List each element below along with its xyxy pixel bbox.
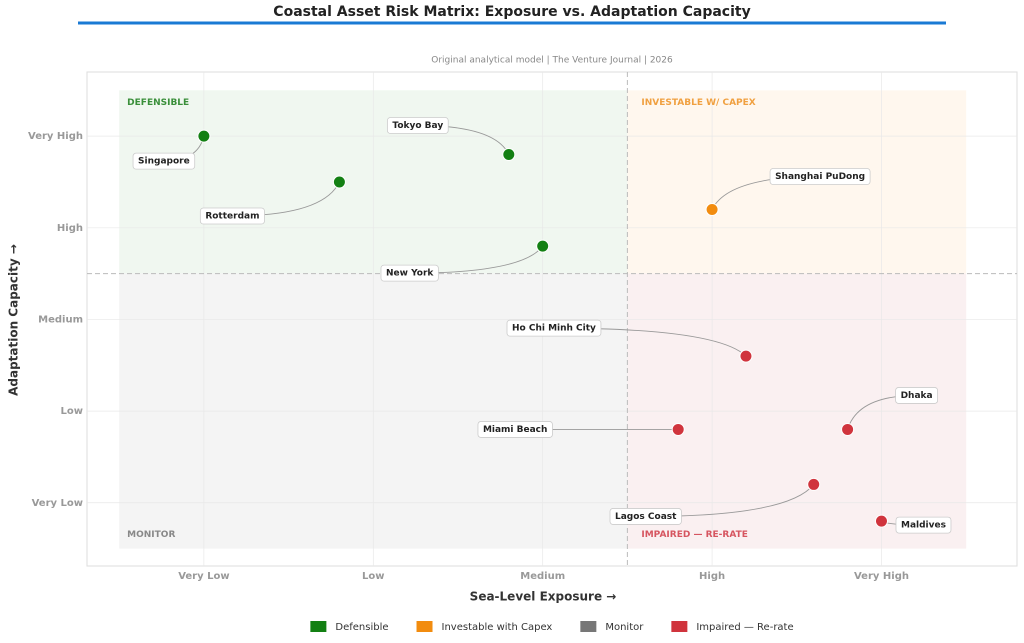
point	[807, 477, 821, 491]
label-box	[386, 117, 449, 134]
y-tick-label: Medium	[38, 314, 83, 325]
point	[502, 147, 516, 161]
point-label: Dhaka	[895, 387, 939, 404]
y-tick-label: Very High	[28, 131, 83, 142]
legend-label: Monitor	[605, 622, 644, 633]
point	[197, 129, 211, 143]
legend-swatch	[671, 621, 688, 632]
label-box	[769, 168, 871, 185]
point-label: Lagos Coast	[609, 508, 682, 525]
x-axis-label: Sea-Level Exposure →	[470, 590, 617, 604]
legend-label: Defensible	[335, 622, 388, 633]
point-label-text: Shanghai PuDong	[775, 172, 865, 182]
point	[841, 422, 855, 436]
point-label: Rotterdam	[199, 207, 265, 225]
point	[671, 422, 685, 436]
x-tick-label: Low	[362, 571, 384, 582]
point	[332, 175, 346, 189]
point-label: Singapore	[132, 152, 196, 170]
legend-label: Impaired — Re-rate	[696, 622, 793, 633]
label-box	[609, 508, 682, 525]
legend-swatch	[416, 621, 433, 632]
plot-frame	[86, 71, 1018, 567]
label-box	[506, 319, 602, 337]
quadrant-label: MONITOR	[127, 530, 175, 540]
chart-title: Coastal Asset Risk Matrix: Exposure vs. …	[273, 4, 750, 20]
point-label-text: Dhaka	[901, 391, 933, 401]
point-label-text: Lagos Coast	[615, 512, 677, 522]
point-label: Miami Beach	[477, 421, 553, 438]
label-box	[199, 207, 265, 225]
legend-item: Investable with Capex	[416, 621, 553, 633]
point-label: Maldives	[895, 516, 952, 534]
point-label: Tokyo Bay	[386, 117, 449, 134]
point-label: New York	[380, 264, 439, 282]
point-label-text: Rotterdam	[205, 211, 259, 221]
point	[705, 202, 719, 216]
point	[536, 239, 550, 253]
x-tick-label: Very High	[854, 571, 909, 582]
point-label: Ho Chi Minh City	[506, 319, 602, 337]
label-box	[132, 152, 196, 170]
label-box	[380, 264, 439, 282]
y-tick-label: Very Low	[32, 498, 83, 509]
legend-item: Monitor	[580, 621, 644, 633]
legend-swatch	[310, 621, 327, 632]
point-label-text: Miami Beach	[483, 425, 548, 435]
point-label-text: Maldives	[901, 521, 946, 531]
y-tick-label: Low	[61, 406, 83, 417]
quadrant-label: DEFENSIBLE	[127, 98, 189, 108]
legend-item: Defensible	[310, 621, 389, 633]
legend-item: Impaired — Re-rate	[671, 621, 794, 633]
point-label: Shanghai PuDong	[769, 168, 871, 185]
x-tick-label: High	[699, 571, 725, 582]
quadrant-label: INVESTABLE W/ CAPEX	[641, 98, 755, 108]
y-axis-label: Adaptation Capacity →	[7, 244, 21, 396]
point-label-text: Singapore	[138, 157, 190, 167]
x-tick-label: Very Low	[178, 571, 229, 582]
point-label-text: Tokyo Bay	[392, 121, 443, 131]
point	[739, 349, 753, 363]
point-label-text: Ho Chi Minh City	[512, 324, 596, 334]
subtitle: Original analytical model | The Venture …	[431, 56, 673, 66]
x-tick-label: Medium	[520, 571, 565, 582]
quadrant-label: IMPAIRED — RE-RATE	[641, 530, 748, 540]
label-box	[895, 387, 939, 404]
point	[874, 514, 888, 528]
label-box	[477, 421, 553, 438]
point-label-text: New York	[386, 269, 434, 279]
y-tick-label: High	[57, 223, 83, 234]
legend-label: Investable with Capex	[442, 622, 553, 633]
label-box	[895, 516, 952, 534]
legend-swatch	[580, 621, 597, 632]
